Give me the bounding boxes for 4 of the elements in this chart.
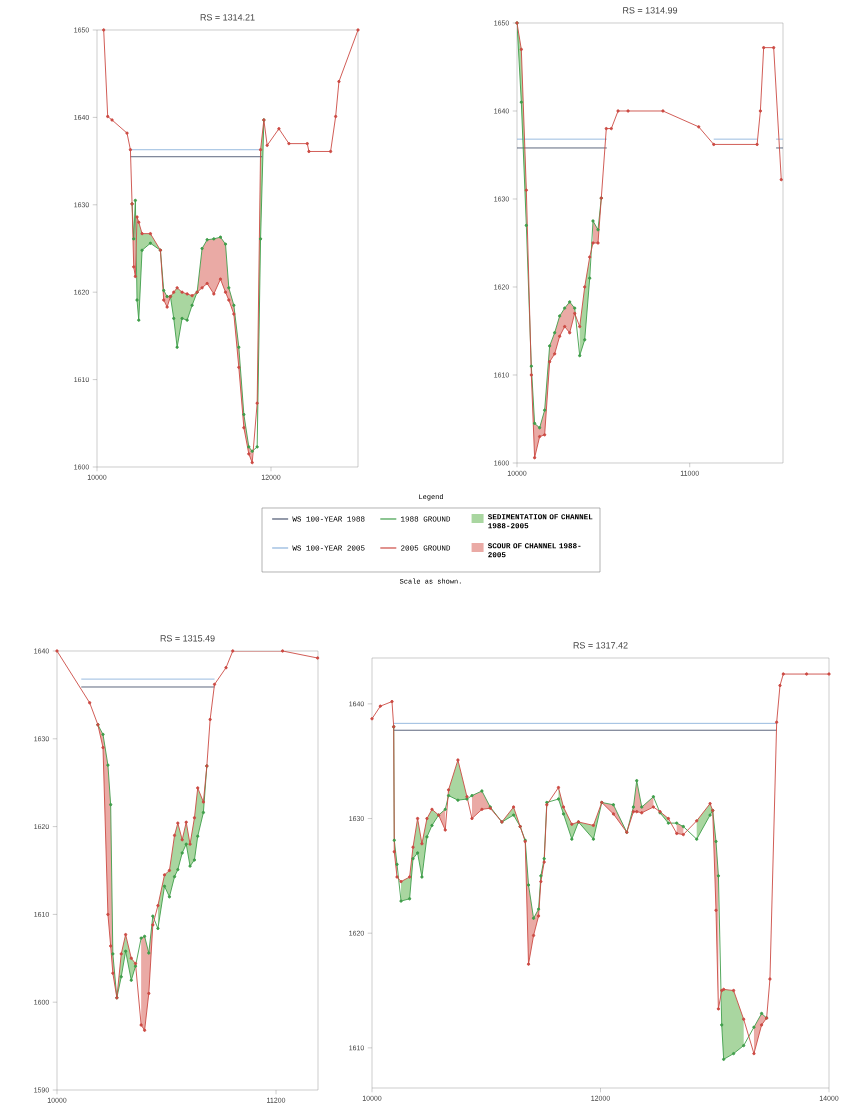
chart-title: RS = 1314.21 (200, 14, 255, 21)
chart-title: RS = 1314.99 (623, 7, 678, 14)
chart-title: RS = 1317.42 (573, 642, 628, 649)
chart-title: RS = 1315.49 (160, 635, 215, 642)
